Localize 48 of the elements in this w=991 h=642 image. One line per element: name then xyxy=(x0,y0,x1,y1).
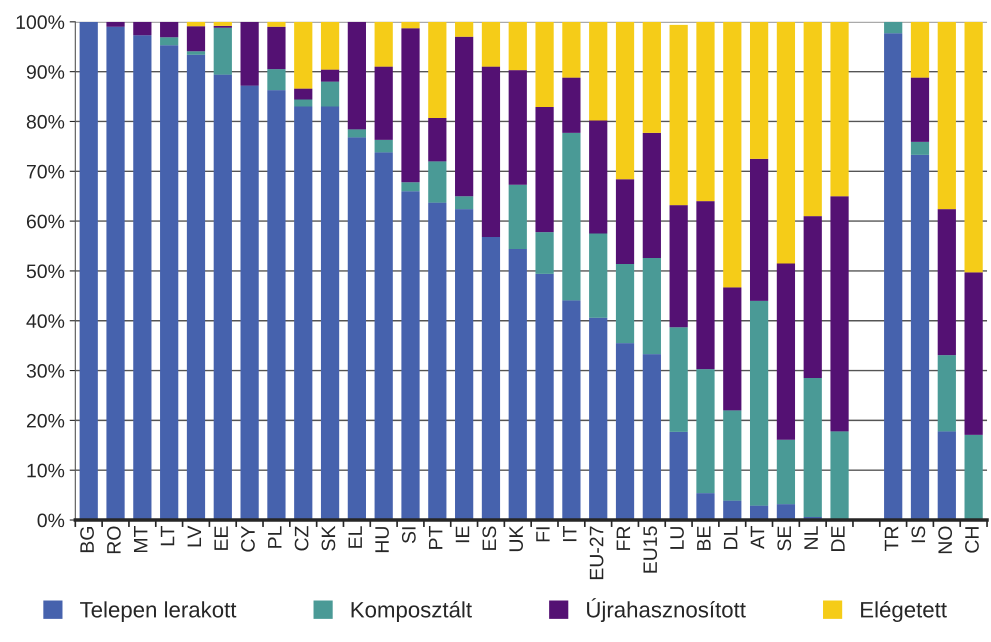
legend-label: Elégetett xyxy=(861,601,947,622)
x-tick-label: FR xyxy=(616,526,630,550)
x-tick-label: IS xyxy=(911,526,926,542)
y-tick-label: 30% xyxy=(26,364,64,378)
x-tick-label: EU-27 xyxy=(590,526,604,580)
y-tick-label: 60% xyxy=(26,214,64,228)
x-tick-label: NL xyxy=(804,526,818,549)
x-tick-label: IT xyxy=(563,526,576,542)
x-tick-label: TR xyxy=(884,526,898,552)
x-tick-label: FI xyxy=(536,527,550,542)
x-tick-label: CH xyxy=(965,527,979,553)
y-tick-label: 100% xyxy=(16,15,64,30)
x-tick-label: DE xyxy=(831,526,845,551)
x-tick-label: BE xyxy=(697,526,711,550)
x-tick-label: SE xyxy=(777,526,792,551)
legend-label: Komposztált xyxy=(352,601,472,622)
x-tick-label: MT xyxy=(134,526,148,552)
x-tick-label: SK xyxy=(322,526,336,551)
x-tick-label: HU xyxy=(375,527,389,552)
x-tick-label: EE xyxy=(214,526,228,550)
x-tick-label: AT xyxy=(750,526,764,549)
legend-label: Újrahasznosított xyxy=(587,598,746,622)
y-tick-label: 40% xyxy=(26,314,64,328)
x-tick-label: SI xyxy=(402,527,416,544)
x-tick-label: LT xyxy=(160,526,174,546)
y-tick-label: 70% xyxy=(26,164,64,179)
x-tick-label: LU xyxy=(670,527,684,549)
x-tick-label: PL xyxy=(268,526,282,548)
x-tick-label: EL xyxy=(348,526,362,548)
x-tick-label: IE xyxy=(456,526,470,542)
x-tick-label: NO xyxy=(938,526,952,554)
y-tick-label: 50% xyxy=(26,264,64,278)
x-tick-label: CZ xyxy=(294,526,308,551)
x-tick-label: CY xyxy=(241,526,255,552)
x-tick-label: RO xyxy=(106,526,121,554)
y-tick-label: 10% xyxy=(27,464,64,478)
x-tick-label: DL xyxy=(724,526,738,549)
x-tick-label: UK xyxy=(509,526,523,552)
x-tick-label: ES xyxy=(482,526,496,550)
y-tick-label: 80% xyxy=(26,114,64,129)
x-tick-label: LV xyxy=(188,526,202,546)
y-tick-label: 20% xyxy=(26,414,64,428)
y-tick-label: 0% xyxy=(38,513,64,528)
y-tick-label: 90% xyxy=(26,65,64,79)
legend-label: Telepen lerakott xyxy=(80,601,236,622)
x-tick-label: PT xyxy=(428,526,442,549)
x-tick-label: EU15 xyxy=(643,526,658,573)
x-tick-label: BG xyxy=(80,527,94,552)
